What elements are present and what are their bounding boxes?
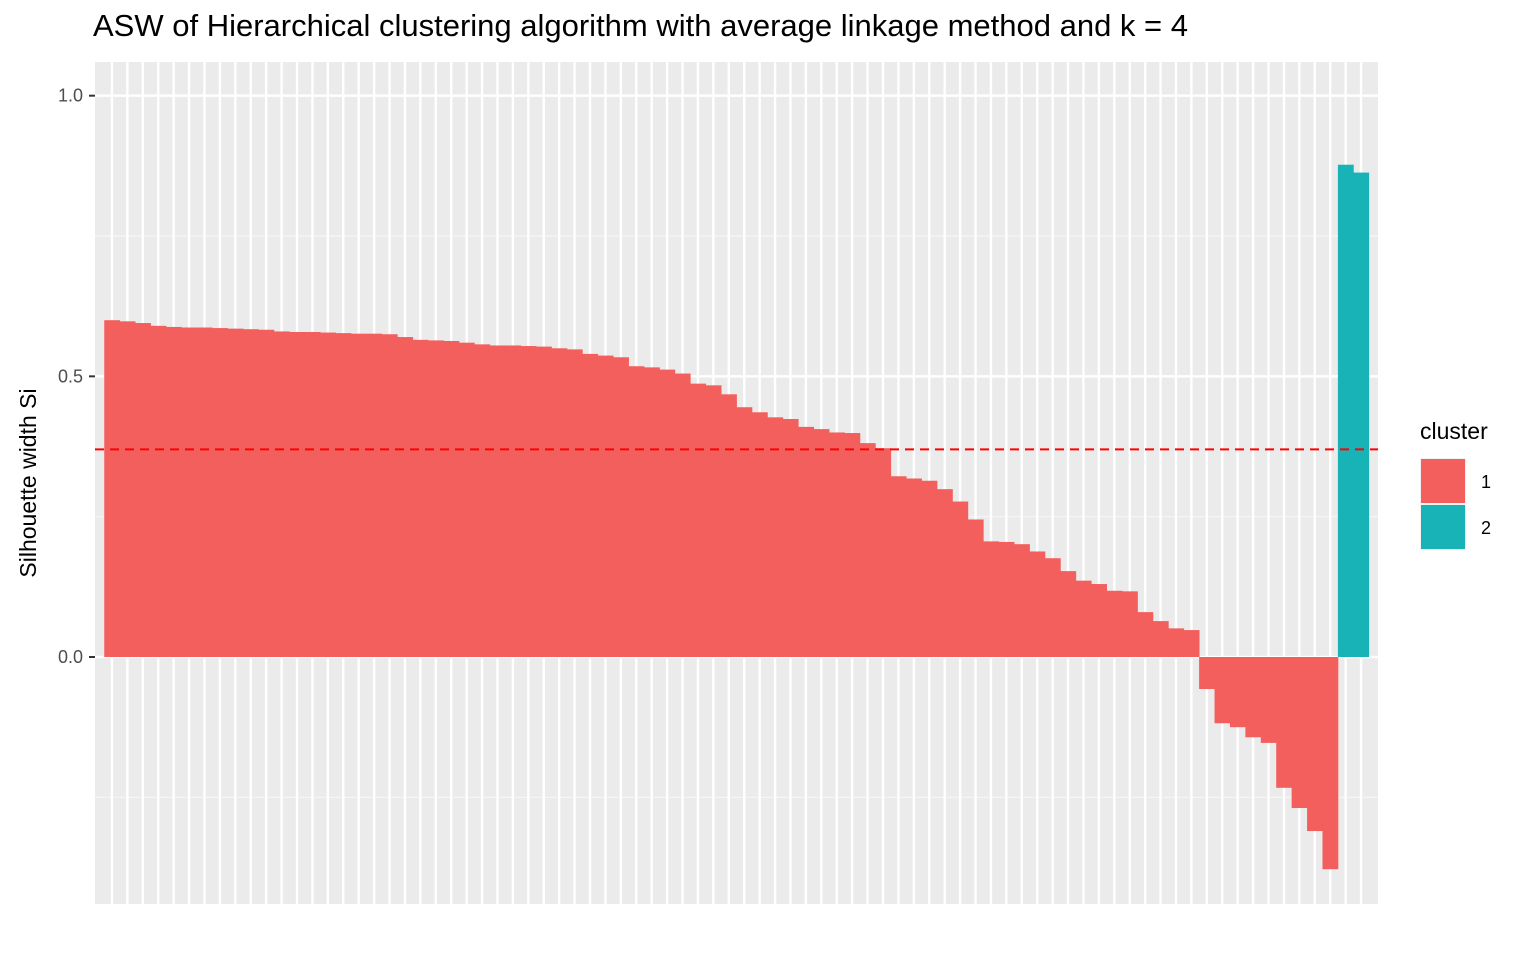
bar-cluster-1 — [489, 345, 506, 658]
y-tick-label: 1.0 — [58, 86, 83, 106]
bar-cluster-1 — [1014, 544, 1030, 658]
bar-cluster-1 — [1091, 584, 1107, 658]
bar-cluster-1 — [227, 328, 244, 658]
bar-cluster-1 — [1060, 571, 1077, 658]
bar-cluster-1 — [1183, 630, 1200, 658]
y-tick-label: 0.5 — [58, 366, 83, 386]
bar-cluster-1 — [428, 340, 444, 658]
bar-cluster-1 — [551, 348, 568, 658]
legend-label: 1 — [1481, 472, 1491, 492]
bar-cluster-1 — [320, 332, 336, 658]
y-axis: 0.0 0.5 1.0 — [58, 86, 95, 667]
y-axis-title: Silhouette width Si — [15, 388, 41, 577]
bar-cluster-1 — [1291, 657, 1308, 809]
bar-cluster-1 — [1168, 628, 1185, 658]
bar-cluster-1 — [536, 346, 552, 658]
bar-cluster-1 — [181, 327, 198, 658]
bar-cluster-1 — [505, 345, 522, 658]
bar-cluster-1 — [1322, 657, 1339, 870]
bar-cluster-1 — [967, 519, 984, 658]
bar-cluster-1 — [736, 407, 753, 658]
bar-cluster-1 — [412, 339, 429, 658]
bar-cluster-1 — [1152, 621, 1169, 658]
bar-cluster-1 — [350, 333, 367, 658]
bar-cluster-1 — [566, 349, 583, 658]
bar-cluster-1 — [258, 329, 275, 658]
bar-cluster-1 — [613, 357, 629, 658]
bar-cluster-1 — [674, 373, 691, 658]
bar-cluster-1 — [983, 541, 1000, 658]
bar-cluster-1 — [721, 394, 737, 658]
bar-cluster-1 — [1214, 657, 1231, 724]
bar-cluster-2 — [1337, 164, 1354, 658]
bar-cluster-1 — [135, 323, 151, 658]
bar-cluster-1 — [767, 417, 784, 658]
bar-cluster-1 — [474, 344, 491, 658]
chart-title: ASW of Hierarchical clustering algorithm… — [93, 8, 1189, 43]
bar-cluster-1 — [1137, 612, 1154, 658]
bar-cluster-1 — [952, 501, 969, 658]
bar-cluster-1 — [212, 328, 229, 658]
bar-cluster-1 — [1245, 657, 1262, 738]
legend-label: 2 — [1481, 518, 1491, 538]
legend-swatch-1 — [1421, 459, 1465, 503]
bar-cluster-1 — [1122, 591, 1138, 658]
bar-cluster-1 — [1307, 657, 1323, 832]
legend: cluster 1 2 — [1420, 418, 1491, 550]
bar-cluster-1 — [859, 443, 876, 658]
bar-cluster-1 — [196, 327, 213, 658]
bar-cluster-1 — [335, 333, 352, 658]
legend-swatch-2 — [1421, 505, 1465, 549]
bar-cluster-1 — [381, 334, 398, 658]
bar-cluster-1 — [659, 369, 676, 658]
bar-cluster-1 — [1199, 657, 1215, 690]
bar-cluster-1 — [366, 333, 383, 658]
bar-cluster-1 — [1229, 657, 1246, 728]
bar-cluster-1 — [844, 433, 861, 658]
bar-cluster-1 — [813, 429, 830, 658]
bar-cluster-1 — [597, 355, 614, 658]
bar-cluster-1 — [906, 478, 922, 658]
bar-cluster-2 — [1353, 172, 1370, 658]
bar-cluster-1 — [304, 332, 321, 658]
bar-cluster-1 — [782, 419, 799, 658]
bar-cluster-1 — [798, 426, 815, 658]
bar-cluster-1 — [829, 432, 845, 658]
bar-cluster-1 — [165, 326, 182, 658]
bar-cluster-1 — [628, 366, 645, 658]
bar-cluster-1 — [243, 329, 259, 658]
bar-cluster-1 — [443, 340, 460, 658]
bar-cluster-1 — [690, 383, 707, 658]
bar-cluster-1 — [921, 480, 938, 658]
bar-cluster-1 — [1106, 590, 1123, 658]
bar-cluster-1 — [1075, 580, 1092, 658]
bar-cluster-1 — [104, 320, 121, 658]
bar-cluster-1 — [520, 346, 537, 658]
bar-cluster-1 — [751, 412, 768, 658]
bar-cluster-1 — [273, 331, 290, 658]
bar-cluster-1 — [150, 325, 167, 658]
bar-cluster-1 — [119, 321, 136, 658]
bar-cluster-1 — [998, 541, 1015, 658]
bar-cluster-1 — [1260, 657, 1277, 743]
bar-cluster-1 — [1276, 657, 1293, 788]
bar-cluster-1 — [705, 385, 722, 658]
bar-cluster-1 — [458, 342, 475, 658]
bar-cluster-1 — [1044, 558, 1061, 658]
bar-cluster-1 — [890, 476, 907, 658]
bar-cluster-1 — [936, 489, 953, 658]
bar-cluster-1 — [289, 332, 306, 658]
bar-cluster-1 — [397, 337, 414, 658]
y-tick-label: 0.0 — [58, 647, 83, 667]
bar-cluster-1 — [1029, 551, 1046, 658]
bar-cluster-1 — [582, 353, 599, 658]
bar-cluster-1 — [875, 448, 892, 658]
legend-title: cluster — [1420, 418, 1488, 444]
bars — [104, 164, 1370, 870]
bar-cluster-1 — [643, 367, 660, 658]
